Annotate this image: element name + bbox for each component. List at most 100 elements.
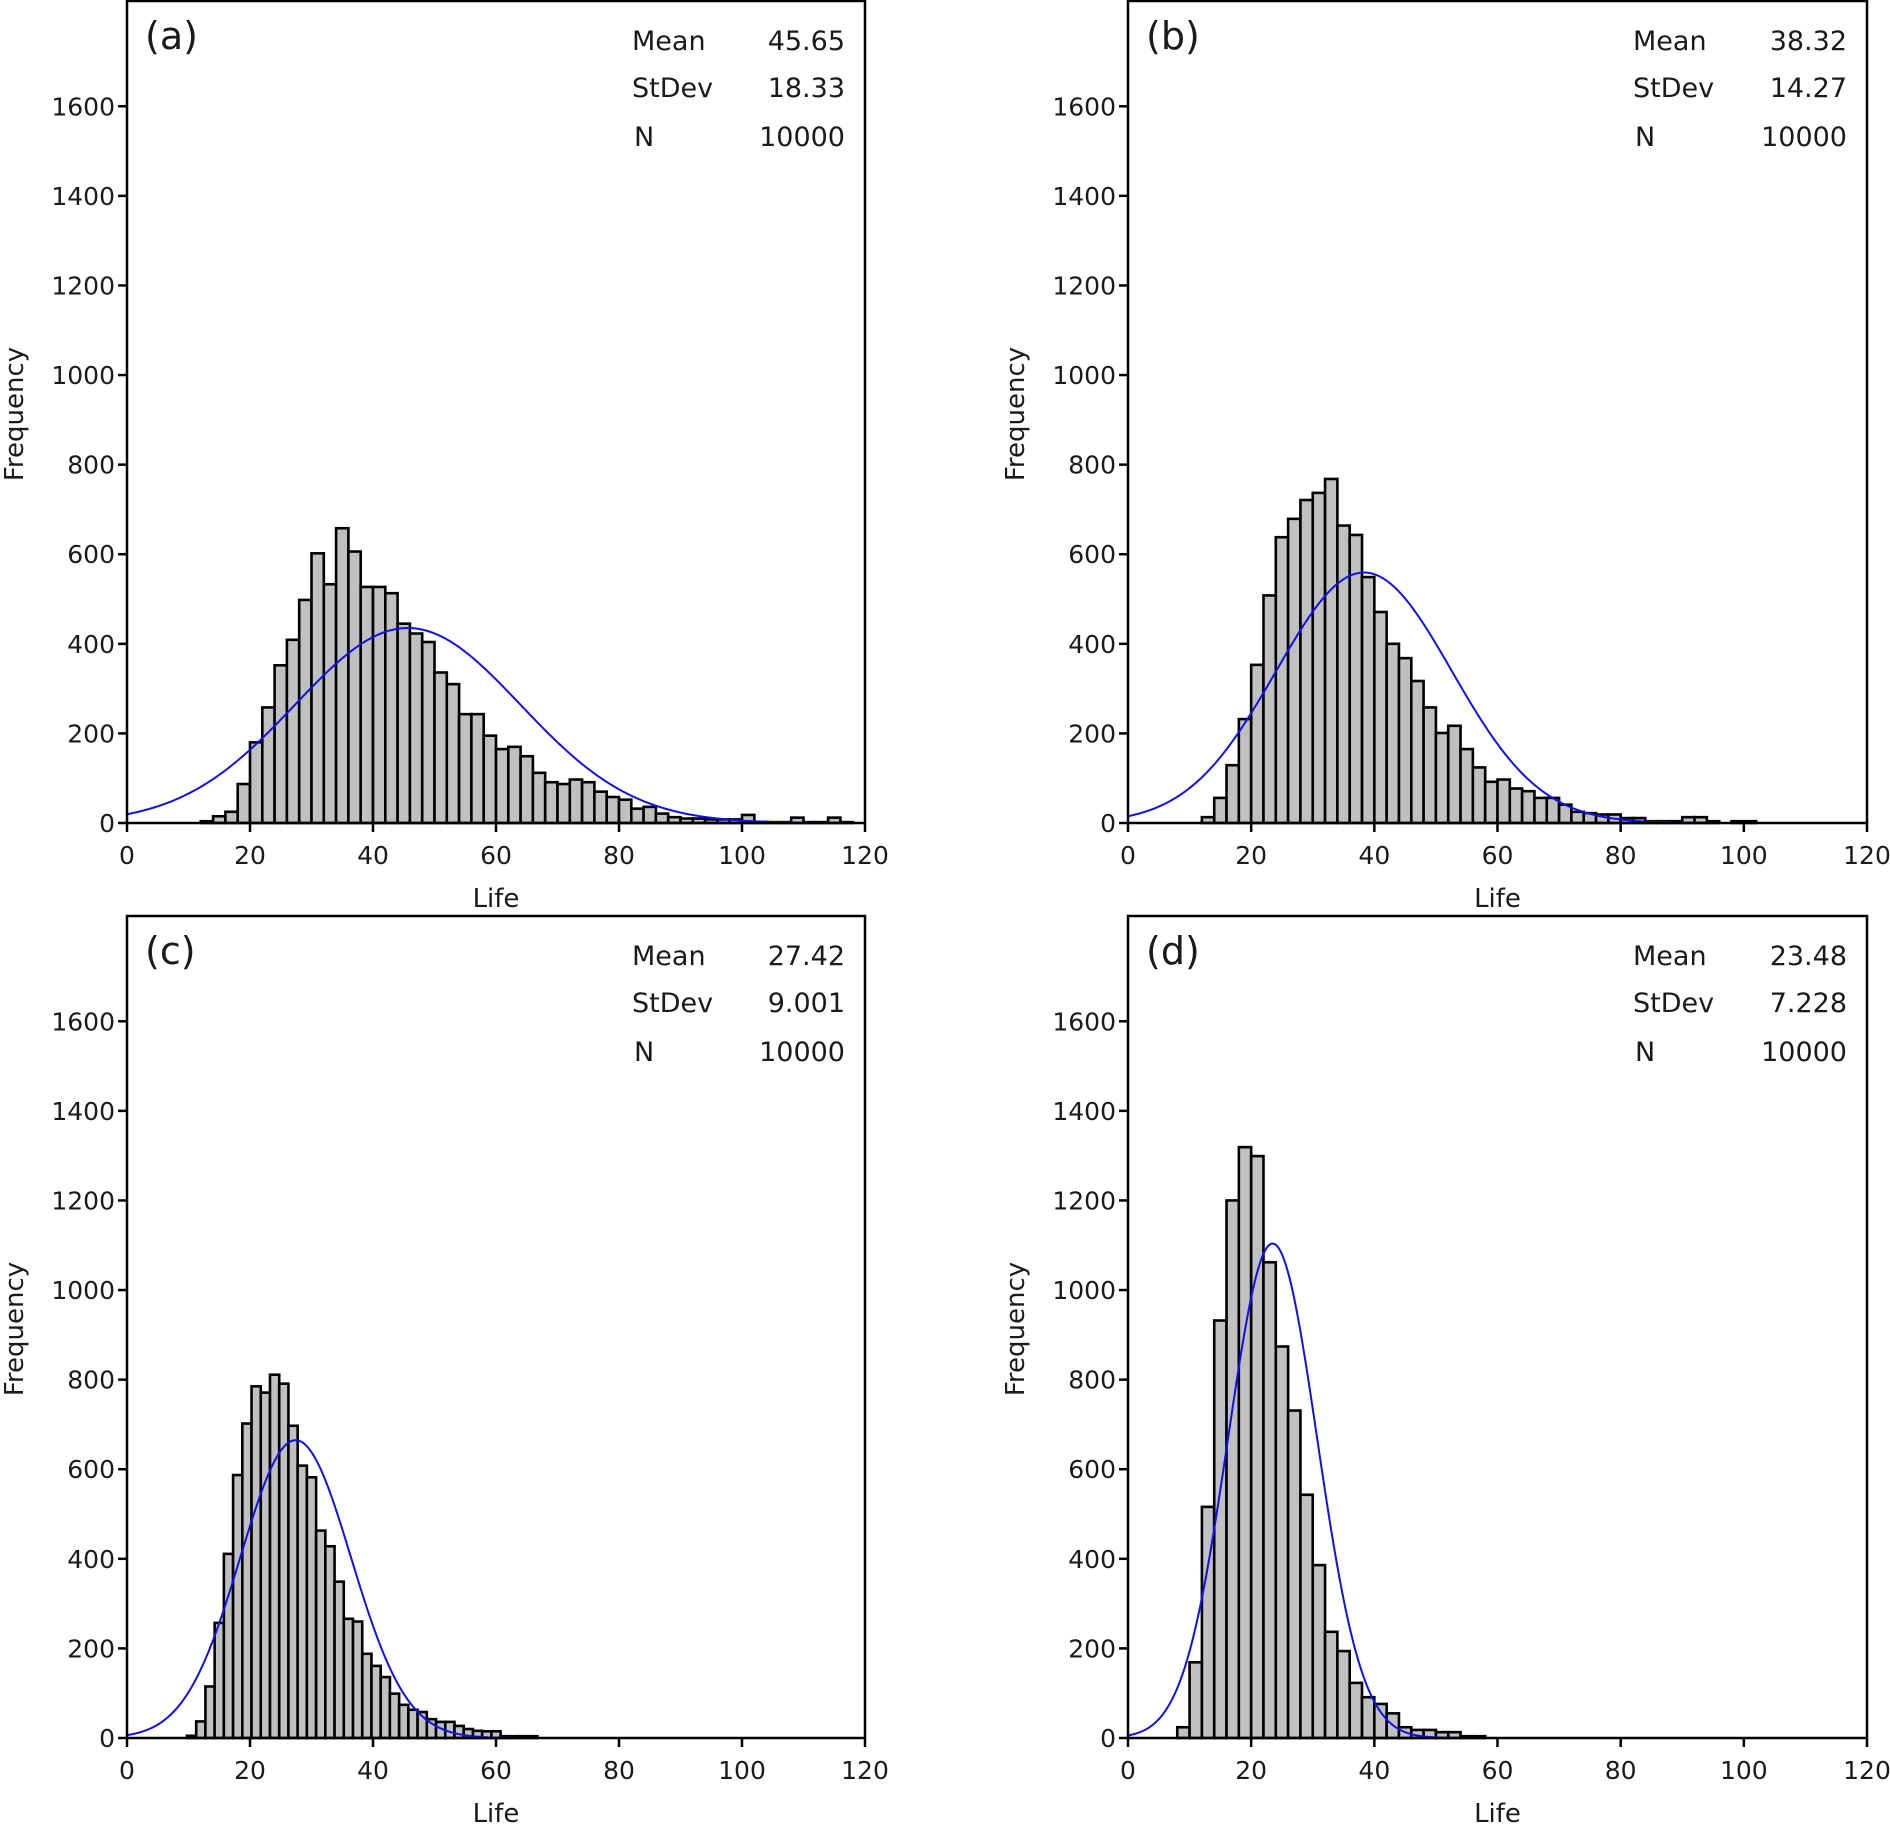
y-tick-label: 0 (1100, 1724, 1116, 1753)
x-tick-label: 100 (1720, 841, 1768, 870)
stat-n-value: 10000 (759, 1037, 845, 1068)
histogram-bar (351, 1620, 364, 1740)
histogram-bar (322, 582, 338, 825)
histogram-bar (1274, 535, 1290, 825)
x-tick-label: 0 (1120, 841, 1136, 870)
histogram-bar (1237, 717, 1253, 825)
histogram-bar (1533, 796, 1549, 825)
histogram-bar (1336, 524, 1351, 825)
x-tick-label: 0 (119, 841, 135, 870)
y-tick-label: 200 (67, 719, 115, 748)
stat-stdev-label: StDev (1633, 988, 1714, 1019)
plot-frame (125, 0, 867, 825)
histogram-panel-a: 0 20 40 60 80 100 1200200400600800100012001400… (0, 0, 889, 914)
x-tick-label: 120 (841, 1756, 889, 1785)
histogram-bar (236, 782, 252, 825)
histogram-bar (1212, 1319, 1228, 1740)
stat-mean-value: 45.65 (768, 26, 845, 57)
histogram-bar (1299, 498, 1315, 825)
histogram-bar (397, 1703, 410, 1740)
panel-label: (d) (1146, 929, 1200, 973)
stat-mean-label: Mean (1633, 26, 1707, 57)
y-tick-label: 600 (67, 540, 115, 569)
histogram-bar (297, 598, 313, 825)
histogram-bar (1409, 679, 1425, 825)
histogram-bar (1323, 1630, 1339, 1740)
histogram-bar (285, 638, 301, 825)
y-tick-label: 1600 (51, 92, 115, 121)
histogram-bar (1385, 642, 1401, 825)
y-tick-label: 1000 (1052, 361, 1116, 390)
y-tick-label: 1200 (51, 1186, 115, 1215)
histogram-bar (1299, 1493, 1315, 1740)
histogram-bar (370, 1664, 382, 1740)
histogram-bar (629, 807, 645, 825)
histogram-bar (531, 771, 547, 825)
x-tick-label: 60 (1482, 1756, 1514, 1785)
y-tick-label: 0 (99, 1724, 115, 1753)
y-axis-title: Frequency (0, 347, 30, 481)
histogram-bar (260, 706, 276, 825)
x-tick-label: 80 (603, 1756, 635, 1785)
y-tick-label: 800 (1068, 1366, 1116, 1395)
y-tick-label: 800 (67, 451, 115, 480)
histogram-bar (1262, 594, 1278, 825)
histogram-bar (1434, 731, 1450, 825)
histogram-bar (268, 1373, 281, 1740)
histogram-bar (642, 805, 658, 825)
histogram-bar (259, 1391, 272, 1740)
histogram-bar (287, 1424, 299, 1740)
histogram-bar (333, 1580, 346, 1740)
bars (1200, 477, 1758, 825)
histogram-bar (1570, 810, 1586, 825)
y-tick-label: 0 (99, 809, 115, 838)
x-tick-label: 100 (1720, 1756, 1768, 1785)
x-tick-label: 20 (1235, 1756, 1267, 1785)
histogram-bar (248, 741, 264, 825)
y-tick-label: 1400 (1052, 182, 1116, 211)
stat-mean-label: Mean (632, 941, 706, 972)
stat-n-label: N (1635, 122, 1655, 153)
histogram-panel-d: 0 20 40 60 80 100 1200200400600800100012001400… (1001, 914, 1890, 1826)
histogram-panel-c: 0 20 40 60 80 100 1200200400600800100012001400… (0, 914, 889, 1826)
histogram-bar (314, 1529, 327, 1740)
x-axis-title: Life (473, 1799, 520, 1826)
histogram-bar (342, 1617, 355, 1740)
histogram-bar (1508, 787, 1524, 825)
histogram-bar (204, 1685, 216, 1740)
histogram-bar (379, 1675, 392, 1740)
histogram-bar (1323, 477, 1339, 825)
histogram-bar (494, 747, 510, 825)
histogram-bar (1360, 575, 1376, 825)
y-tick-label: 200 (1068, 719, 1116, 748)
panel-label: (c) (145, 929, 196, 973)
histogram-bar (1360, 1695, 1376, 1740)
histogram-bar (277, 1382, 290, 1740)
histogram-bar (1520, 789, 1536, 825)
histogram-bar (408, 632, 424, 825)
y-tick-label: 800 (1068, 451, 1116, 480)
histogram-bar (273, 664, 289, 825)
y-tick-label: 400 (1068, 630, 1116, 659)
histogram-bar (1225, 1199, 1241, 1740)
histogram-bar (1188, 1660, 1204, 1740)
x-tick-label: 20 (234, 841, 266, 870)
histogram-bar (1175, 1725, 1191, 1740)
histogram-bar (1286, 1409, 1302, 1740)
x-tick-label: 80 (1605, 841, 1637, 870)
histogram-bar (1422, 706, 1438, 825)
plot-frame (1126, 0, 1869, 825)
histogram-bar (1397, 656, 1413, 825)
x-axis-title: Life (473, 884, 520, 914)
y-axis-title: Frequency (1001, 1262, 1031, 1396)
normal-fit-curve (126, 627, 865, 824)
stat-stdev-value: 7.228 (1770, 988, 1847, 1019)
histogram-bar (470, 712, 485, 825)
histogram-bar (482, 734, 498, 825)
histogram-bar (360, 1652, 373, 1740)
histogram-bar (457, 712, 473, 825)
histogram-bar (420, 640, 436, 825)
histogram-bar (1483, 780, 1499, 825)
histogram-bar (1262, 1260, 1278, 1740)
histogram-bar (519, 754, 535, 825)
